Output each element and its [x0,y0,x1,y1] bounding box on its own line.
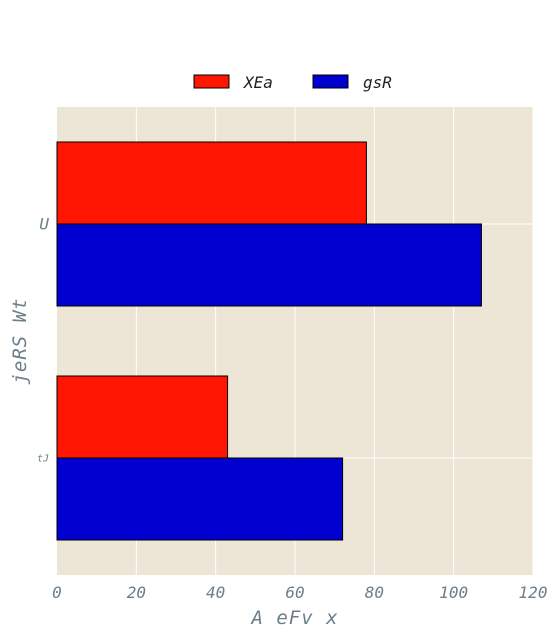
y-tick-label: U [39,215,49,234]
legend-swatch-gsR [312,74,349,89]
x-tick-label: 40 [206,583,225,602]
x-tick-label: 0 [52,583,62,602]
bar-XEa-U [56,141,367,225]
x-tick-label: 120 [519,583,548,602]
legend-label-XEa: XEa [243,73,273,92]
legend: XEa gsR [193,73,392,92]
x-tick-labels: 0 20 40 60 80 100 120 [52,583,547,602]
x-tick-label: 80 [365,583,384,602]
y-tick-labels: UtJ [37,215,49,465]
bars [56,141,482,541]
x-tick-label: 20 [127,583,146,602]
bar-gsR-tJ [56,457,344,541]
legend-swatch-XEa [193,74,230,89]
y-axis-title: jeRS Wt [9,297,31,384]
legend-label-gsR: gsR [363,73,392,92]
x-tick-label: 60 [285,583,304,602]
y-tick-label: tJ [37,454,49,465]
x-axis-title: A eFv x [250,607,338,629]
bar-XEa-tJ [56,375,229,459]
bar-gsR-U [56,223,482,307]
x-tick-label: 100 [439,583,468,602]
